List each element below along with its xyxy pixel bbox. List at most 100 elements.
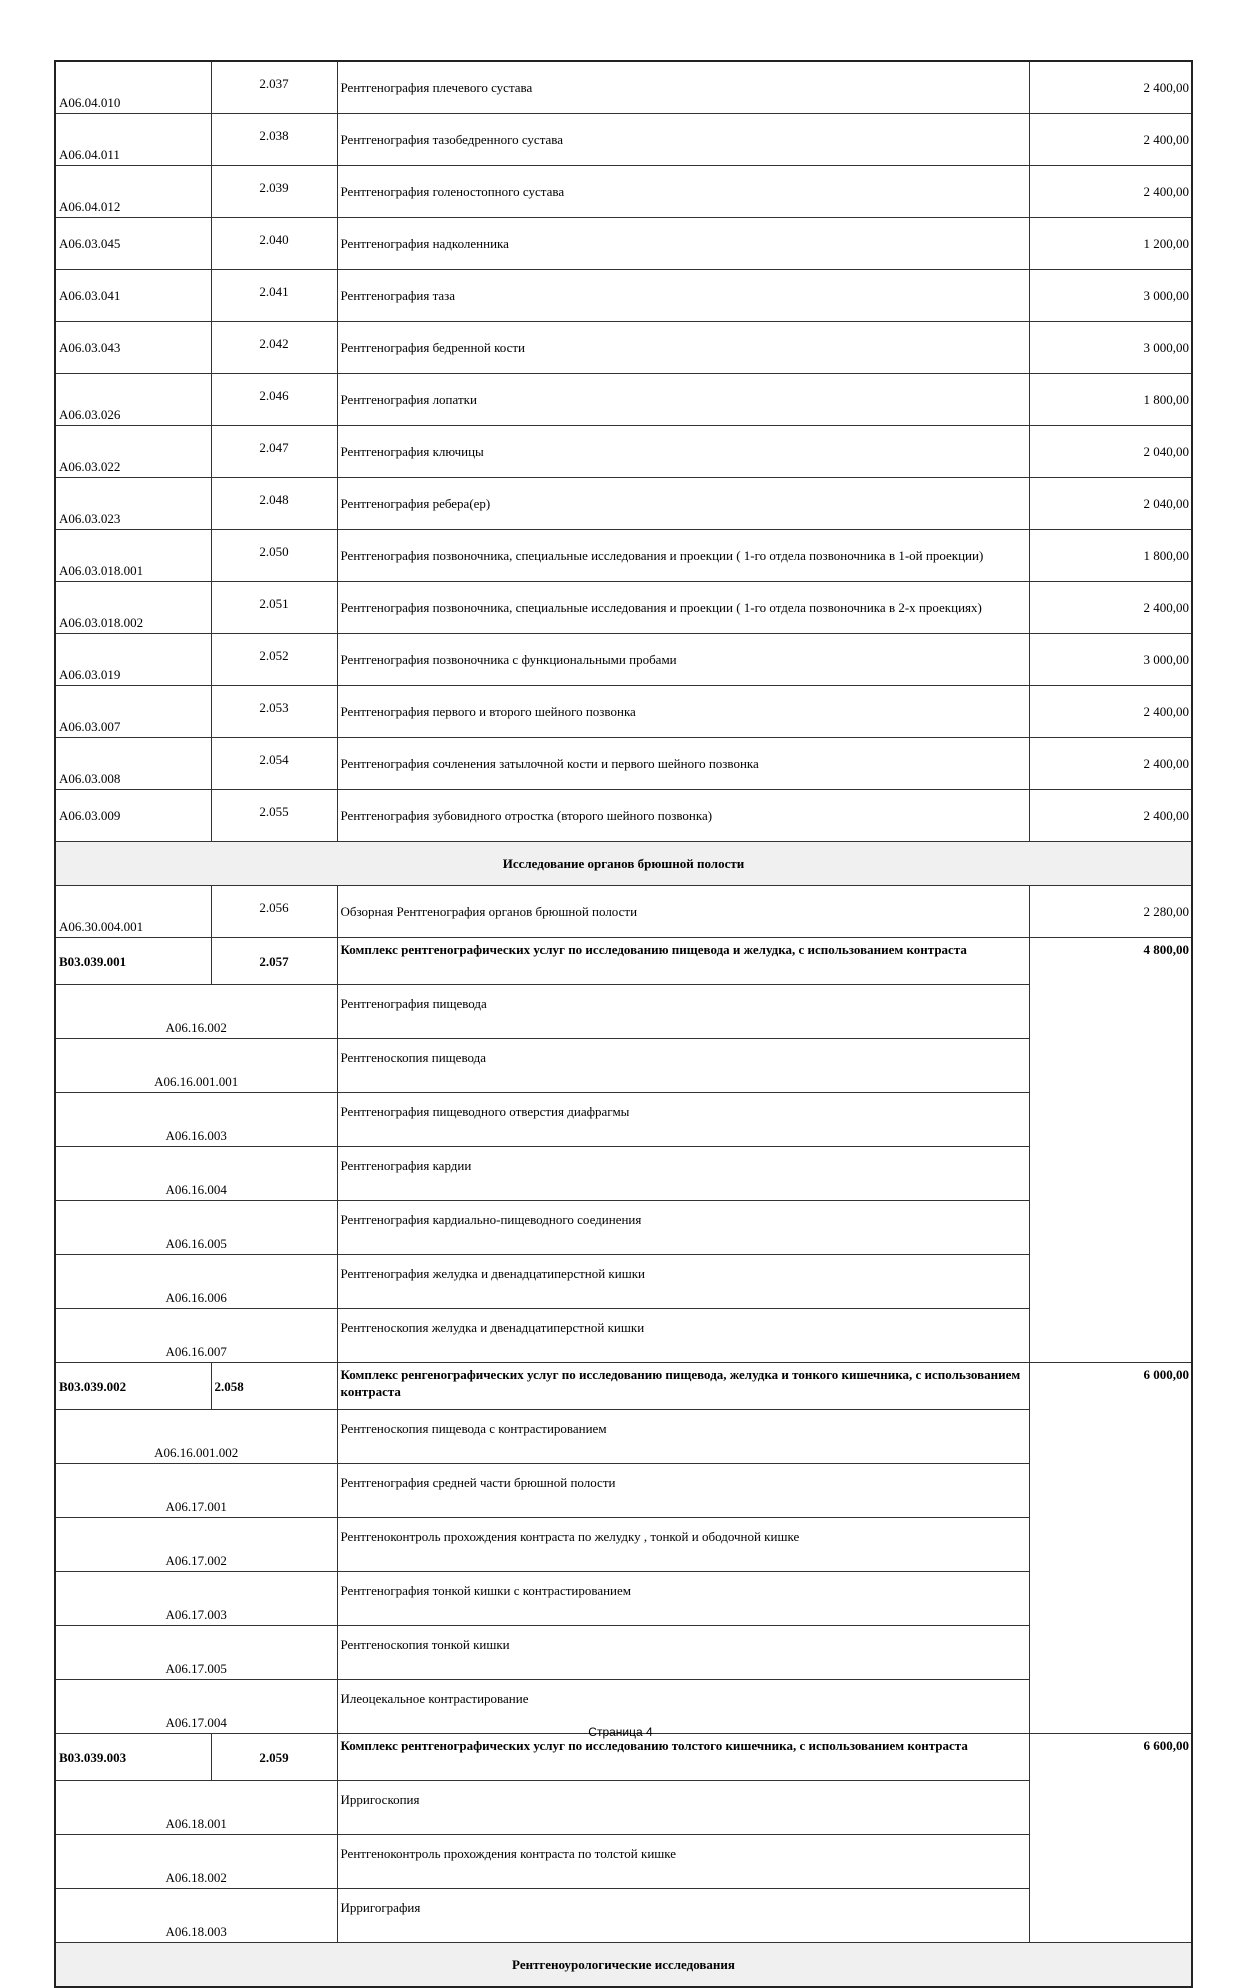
service-name: Рентгенография зубовидного отростка (вто… bbox=[336, 789, 1030, 842]
complex-price: 4 800,00 bbox=[1028, 937, 1193, 1363]
table-row: A06.03.008 2.054 Рентгенография сочленения… bbox=[54, 737, 1193, 790]
complex-subitem-row: A06.16.005 Рентгенография кардиально-пище… bbox=[54, 1200, 1192, 1255]
subitem-code: A06.17.005 bbox=[54, 1625, 338, 1680]
section-header-row: Рентгеноурологические исследования bbox=[54, 1942, 1193, 1988]
service-name: Рентгенография таза bbox=[336, 269, 1030, 322]
service-price: 2 400,00 bbox=[1028, 581, 1193, 634]
complex-price: 6 000,00 bbox=[1028, 1362, 1193, 1734]
subitem-name: Рентгеноскопия желудка и двенадцатиперст… bbox=[336, 1308, 1030, 1363]
service-name: Рентгенография ключицы bbox=[336, 425, 1030, 478]
item-number: 2.053 bbox=[210, 685, 338, 738]
table-row: A06.03.009 2.055 Рентгенография зубовидног… bbox=[54, 789, 1193, 842]
complex-code: B03.039.001 bbox=[54, 937, 212, 985]
table-row: A06.03.007 2.053 Рентгенография первого и … bbox=[54, 685, 1193, 738]
item-number: 2.058 bbox=[210, 1362, 338, 1410]
subitem-code: A06.17.004 bbox=[54, 1679, 338, 1734]
item-number: 2.039 bbox=[210, 165, 338, 218]
subitem-code: A06.16.005 bbox=[54, 1200, 338, 1255]
subitem-name: Рентгенография желудка и двенадцатиперст… bbox=[336, 1254, 1030, 1309]
service-price: 1 200,00 bbox=[1028, 217, 1193, 270]
item-number: 2.048 bbox=[210, 477, 338, 530]
item-number: 2.037 bbox=[210, 60, 338, 114]
complex-name: Комплекс рентгенографических услуг по ис… bbox=[336, 1733, 1030, 1781]
complex-price: 6 600,00 bbox=[1028, 1733, 1193, 1943]
complex-subitem-row: A06.16.001.002 Рентгеноскопия пищевода с … bbox=[54, 1409, 1192, 1464]
subitem-name: Ирригоскопия bbox=[336, 1780, 1030, 1835]
subitem-name: Рентгенография пищеводного отверстия диа… bbox=[336, 1092, 1030, 1147]
item-number: 2.042 bbox=[210, 321, 338, 374]
service-code: A06.04.012 bbox=[54, 165, 212, 218]
subitem-code: A06.16.002 bbox=[54, 984, 338, 1039]
service-code: A06.03.007 bbox=[54, 685, 212, 738]
item-number: 2.054 bbox=[210, 737, 338, 790]
section-title: Исследование органов брюшной полости bbox=[54, 841, 1193, 886]
service-price: 2 400,00 bbox=[1028, 789, 1193, 842]
subitem-name: Рентгенография тонкой кишки с контрастир… bbox=[336, 1571, 1030, 1626]
subitem-code: A06.16.003 bbox=[54, 1092, 338, 1147]
subitem-name: Рентгенография кардии bbox=[336, 1146, 1030, 1201]
item-number: 2.041 bbox=[210, 269, 338, 322]
service-name: Рентгенография лопатки bbox=[336, 373, 1030, 426]
service-code: A06.04.011 bbox=[54, 113, 212, 166]
service-price: 1 800,00 bbox=[1028, 529, 1193, 582]
subitem-name: Рентгеноскопия тонкой кишки bbox=[336, 1625, 1030, 1680]
item-number: 2.051 bbox=[210, 581, 338, 634]
subitem-code: A06.16.007 bbox=[54, 1308, 338, 1363]
subitem-name: Рентгенография кардиально-пищеводного со… bbox=[336, 1200, 1030, 1255]
service-name: Рентгенография голеностопного сустава bbox=[336, 165, 1030, 218]
table-row: A06.03.022 2.047 Рентгенография ключицы 2 0… bbox=[54, 425, 1193, 478]
item-number: 2.057 bbox=[210, 937, 338, 985]
service-name: Рентгенография сочленения затылочной кос… bbox=[336, 737, 1030, 790]
complex-subitem-row: A06.16.003 Рентгенография пищеводного отв… bbox=[54, 1092, 1192, 1147]
subitem-name: Рентгенография пищевода bbox=[336, 984, 1030, 1039]
complex-subitem-row: A06.18.002 Рентгеноконтроль прохождения к… bbox=[54, 1834, 1192, 1889]
item-number: 2.055 bbox=[210, 789, 338, 842]
service-price: 3 000,00 bbox=[1028, 321, 1193, 374]
subitem-code: A06.16.001.001 bbox=[54, 1038, 338, 1093]
service-name: Рентгенография позвоночника с функционал… bbox=[336, 633, 1030, 686]
service-price: 2 400,00 bbox=[1028, 113, 1193, 166]
complex-subitem-row: A06.16.002 Рентгенография пищевода bbox=[54, 984, 1192, 1039]
service-name: Рентгенография позвоночника, специальные… bbox=[336, 529, 1030, 582]
service-code: A06.03.008 bbox=[54, 737, 212, 790]
service-code: A06.03.022 bbox=[54, 425, 212, 478]
service-code: A06.03.045 bbox=[54, 217, 212, 270]
table-row: A06.04.010 2.037 Рентгенография плечевого … bbox=[54, 60, 1193, 114]
price-table-body: A06.04.010 2.037 Рентгенография плечевого … bbox=[54, 60, 1193, 1988]
complex-subitem-row: A06.17.001 Рентгенография средней части б… bbox=[54, 1463, 1192, 1518]
table-row: A06.03.026 2.046 Рентгенография лопатки 1 8… bbox=[54, 373, 1193, 426]
subitem-name: Илеоцекальное контрастирование bbox=[336, 1679, 1030, 1734]
service-name: Рентгенография плечевого сустава bbox=[336, 60, 1030, 114]
subitem-name: Рентгеноскопия пищевода с контрастирован… bbox=[336, 1409, 1030, 1464]
complex-name: Комплекс ренгенографических услуг по исс… bbox=[336, 1362, 1030, 1410]
service-price: 3 000,00 bbox=[1028, 633, 1193, 686]
service-code: A06.03.041 bbox=[54, 269, 212, 322]
price-table: A06.04.010 2.037 Рентгенография плечевого … bbox=[54, 60, 1193, 1988]
service-code: A06.03.018.001 bbox=[54, 529, 212, 582]
subitem-code: A06.18.003 bbox=[54, 1888, 338, 1943]
complex-subitem-row: A06.17.003 Рентгенография тонкой кишки с … bbox=[54, 1571, 1192, 1626]
service-code: A06.03.023 bbox=[54, 477, 212, 530]
item-number: 2.059 bbox=[210, 1733, 338, 1781]
subitem-code: A06.17.003 bbox=[54, 1571, 338, 1626]
table-row: A06.04.011 2.038 Рентгенография тазобедрен… bbox=[54, 113, 1193, 166]
complex-subitem-row: A06.18.003 Ирригография bbox=[54, 1888, 1192, 1943]
service-name: Рентгенография надколенника bbox=[336, 217, 1030, 270]
complex-row: B03.039.002 2.058 Комплекс ренгенографичес… bbox=[54, 1362, 1193, 1734]
subitem-name: Ирригография bbox=[336, 1888, 1030, 1943]
table-row: A06.03.023 2.048 Рентгенография ребера(ер)… bbox=[54, 477, 1193, 530]
subitem-code: A06.18.002 bbox=[54, 1834, 338, 1889]
service-price: 2 280,00 bbox=[1028, 885, 1193, 938]
complex-row: B03.039.001 2.057 Комплекс рентгенографиче… bbox=[54, 937, 1193, 1363]
service-code: A06.03.026 bbox=[54, 373, 212, 426]
service-name: Обзорная Рентгенография органов брюшной … bbox=[336, 885, 1030, 938]
subitem-code: A06.16.001.002 bbox=[54, 1409, 338, 1464]
service-name: Рентгенография ребера(ер) bbox=[336, 477, 1030, 530]
table-row: A06.04.012 2.039 Рентгенография голеностоп… bbox=[54, 165, 1193, 218]
subitem-name: Рентгеноконтроль прохождения контраста п… bbox=[336, 1834, 1030, 1889]
subitem-name: Рентгеноскопия пищевода bbox=[336, 1038, 1030, 1093]
subitem-name: Рентгенография средней части брюшной пол… bbox=[336, 1463, 1030, 1518]
complex-subitem-row: A06.17.005 Рентгеноскопия тонкой кишки bbox=[54, 1625, 1192, 1680]
complex-subitem-row: A06.16.004 Рентгенография кардии bbox=[54, 1146, 1192, 1201]
item-number: 2.040 bbox=[210, 217, 338, 270]
